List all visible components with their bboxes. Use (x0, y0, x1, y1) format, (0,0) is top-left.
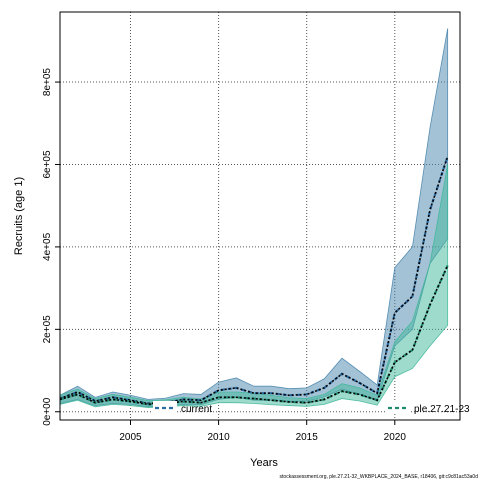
x-axis-title: Years (250, 457, 278, 469)
x-tick-label: 2010 (207, 432, 230, 443)
legend: current ple.27.21-23 (153, 401, 470, 415)
y-tick-label: 6e+05 (42, 150, 53, 179)
series-line-1-dots (59, 155, 449, 405)
confidence-bands (59, 28, 449, 409)
plot-frame (59, 11, 461, 421)
y-tick-label: 8e+05 (42, 68, 53, 97)
footer-credit: stockassessment.org, ple.27.21-32_WKBPLA… (280, 474, 479, 480)
x-tick-label: 2020 (384, 432, 407, 443)
confidence-band-2 (59, 164, 449, 409)
legend-label-2: ple.27.21-23 (414, 404, 470, 415)
y-tick-label: 0e+00 (42, 397, 53, 426)
x-tick-label: 2005 (119, 432, 142, 443)
axes: 2005 2010 2015 2020 0e+00 2e+05 4e+05 6e+05 8e+0… (42, 68, 406, 443)
y-tick-label: 2e+05 (42, 315, 53, 344)
x-tick-label: 2015 (296, 432, 319, 443)
y-tick-label: 4e+05 (42, 232, 53, 261)
legend-label-1: current (181, 404, 212, 415)
series-line-2 (59, 264, 449, 406)
y-axis-title: Recruits (age 1) (13, 177, 25, 255)
series-lines (59, 155, 449, 406)
